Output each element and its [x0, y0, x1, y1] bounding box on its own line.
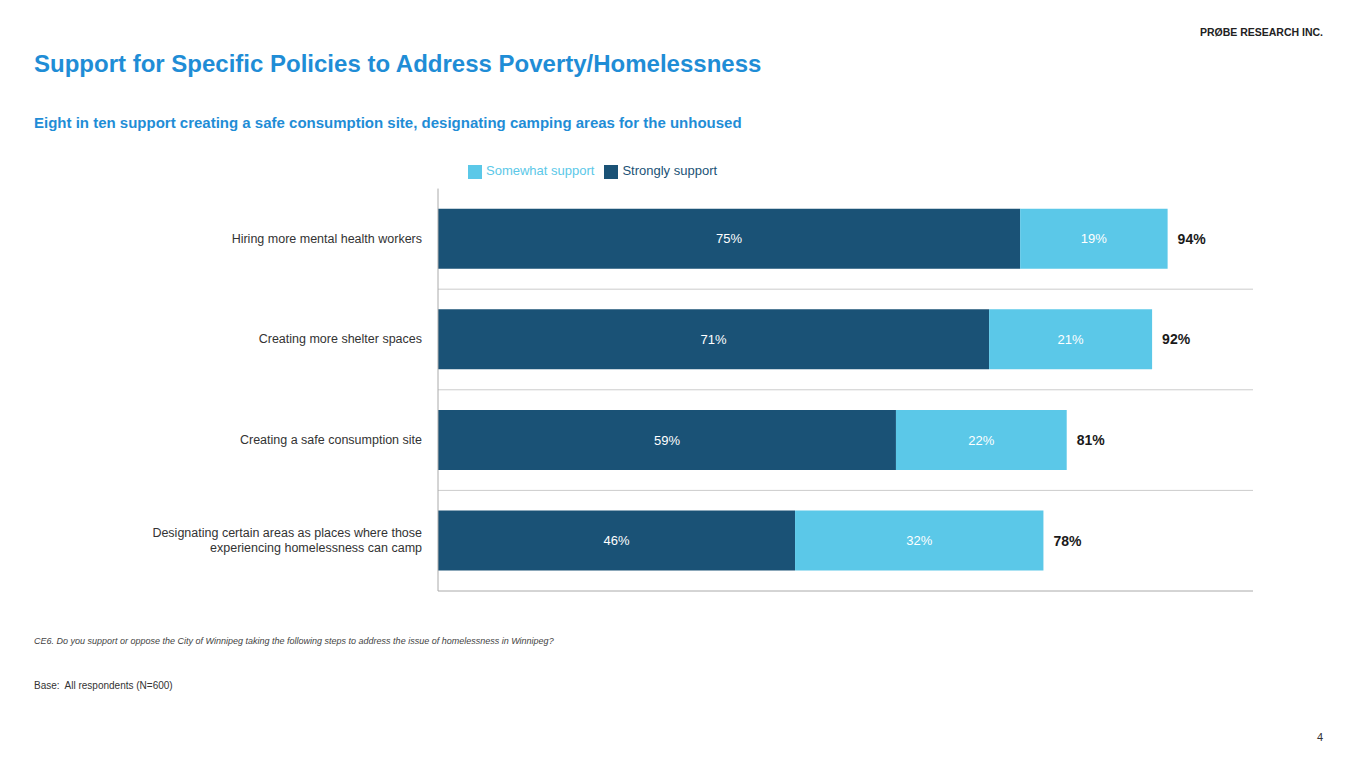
svg-text:22%: 22% — [968, 433, 994, 448]
svg-text:Hiring more mental health work: Hiring more mental health workers — [232, 232, 422, 246]
html-text:CE6. Do you support or oppose: CE6. Do you support or oppose the City o… — [34, 636, 554, 646]
svg-text:78%: 78% — [1053, 533, 1082, 549]
html-text:PRØBE RESEARCH INC.: PRØBE RESEARCH INC. — [1199, 26, 1323, 38]
svg-text:21%: 21% — [1058, 332, 1084, 347]
svg-text:32%: 32% — [906, 533, 932, 548]
html-text:Base: All respondents (N=600): Base: All respondents (N=600) — [34, 680, 173, 691]
svg-text:81%: 81% — [1077, 432, 1106, 448]
html-text:4: 4 — [1316, 731, 1323, 743]
svg-text:92%: 92% — [1162, 331, 1191, 347]
html-text:Strongly support: Strongly support — [622, 163, 718, 178]
svg-text:Creating a safe consumption si: Creating a safe consumption site — [240, 433, 422, 447]
svg-text:59%: 59% — [654, 433, 680, 448]
svg-text:75%: 75% — [716, 231, 742, 246]
html-text:Support for Specific Policies: Support for Specific Policies to Address… — [34, 50, 762, 77]
svg-text:19%: 19% — [1081, 231, 1107, 246]
svg-text:Designating certain areas as p: Designating certain areas as places wher… — [152, 526, 422, 555]
svg-text:46%: 46% — [604, 533, 630, 548]
html-text:Somewhat support: Somewhat support — [486, 163, 595, 178]
html-text:Eight in ten support creating: Eight in ten support creating a safe con… — [34, 114, 742, 131]
svg-text:94%: 94% — [1178, 231, 1207, 247]
svg-text:Creating more shelter spaces: Creating more shelter spaces — [259, 332, 422, 346]
svg-text:71%: 71% — [701, 332, 727, 347]
